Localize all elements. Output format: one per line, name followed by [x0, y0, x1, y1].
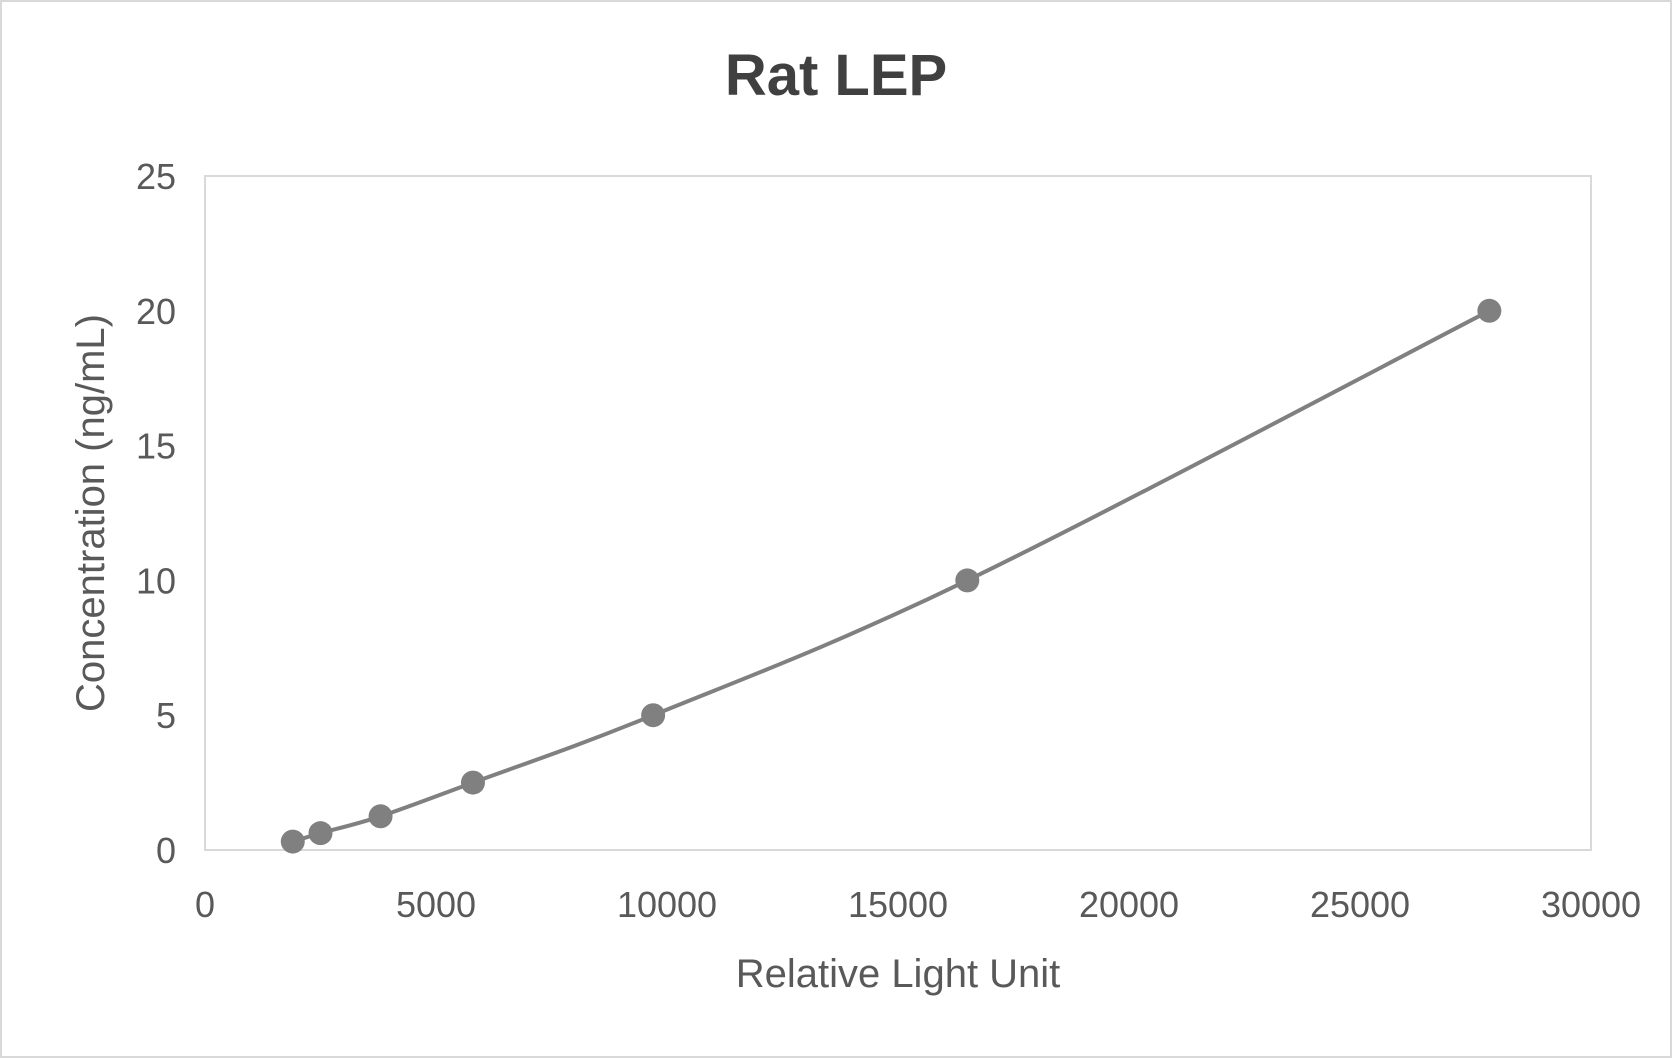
- data-point: [460, 770, 485, 795]
- x-tick-label: 0: [195, 884, 215, 925]
- y-tick-label: 5: [156, 695, 176, 736]
- x-axis-title: Relative Light Unit: [736, 952, 1061, 996]
- chart-title: Rat LEP: [725, 43, 947, 108]
- x-tick-label: 15000: [848, 884, 948, 925]
- data-point: [308, 821, 333, 846]
- y-tick-label: 10: [136, 560, 176, 601]
- data-point: [280, 829, 305, 854]
- data-point: [641, 703, 666, 728]
- plot-area: [204, 175, 1592, 851]
- data-point: [1477, 298, 1502, 323]
- y-axis-title: Concentration (ng/mL): [69, 314, 113, 712]
- data-point: [955, 568, 980, 593]
- y-tick-label: 20: [136, 291, 176, 332]
- x-tick-label: 30000: [1541, 884, 1641, 925]
- x-tick-label: 10000: [617, 884, 717, 925]
- y-tick-label: 25: [136, 156, 176, 197]
- y-tick-label: 0: [156, 830, 176, 871]
- x-tick-label: 5000: [396, 884, 476, 925]
- y-tick-label: 15: [136, 426, 176, 467]
- data-point: [368, 804, 393, 829]
- x-tick-label: 25000: [1310, 884, 1410, 925]
- x-tick-label: 20000: [1079, 884, 1179, 925]
